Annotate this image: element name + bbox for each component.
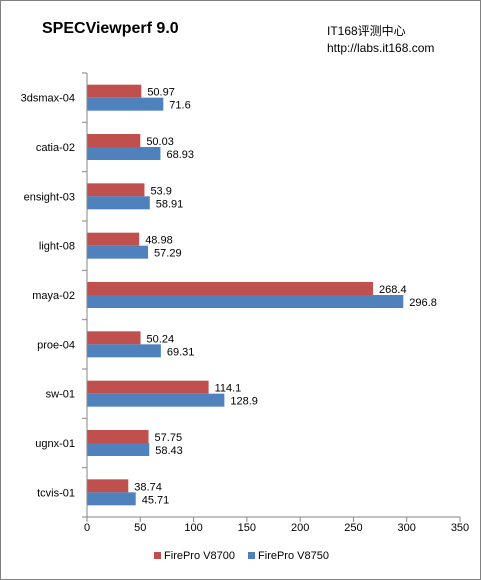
legend-label-series-1: FirePro V8700: [164, 550, 235, 562]
bar-1-proe-04: [87, 331, 141, 345]
x-tick-label-200: 200: [291, 522, 309, 534]
data-label-1-ensight-03: 53.9: [150, 185, 171, 197]
bar-1-sw-01: [87, 380, 209, 394]
legend-item-series-1: FirePro V8700: [154, 550, 235, 562]
category-label-sw-01: sw-01: [46, 389, 75, 401]
data-label-1-ugnx-01: 57.75: [155, 432, 183, 444]
data-label-1-sw-01: 114.1: [215, 383, 242, 395]
category-label-ensight-03: ensight-03: [24, 191, 75, 203]
x-tick-label-150: 150: [238, 522, 256, 534]
category-label-3dsmax-04: 3dsmax-04: [21, 93, 75, 105]
bar-2-3dsmax-04: [87, 97, 164, 111]
data-label-2-ensight-03: 58.91: [156, 198, 184, 210]
legend-swatch-series-1: [154, 552, 162, 559]
x-tick-label-300: 300: [398, 522, 416, 534]
bar-1-light-08: [87, 232, 140, 246]
bar-2-ensight-03: [87, 196, 150, 210]
category-label-light-08: light-08: [39, 241, 75, 253]
x-tick-label-50: 50: [134, 522, 146, 534]
category-label-catia-02: catia-02: [36, 142, 75, 154]
bar-2-ugnx-01: [87, 443, 150, 456]
bar-2-catia-02: [87, 147, 161, 160]
data-label-2-proe-04: 69.31: [167, 346, 195, 358]
watermark-line-2: http://labs.it168.com: [327, 41, 435, 55]
watermark-line-1: IT168评测中心: [327, 24, 406, 38]
data-label-1-3dsmax-04: 50.97: [147, 87, 175, 99]
x-tick-label-250: 250: [344, 522, 362, 534]
data-label-1-tcvis-01: 38.74: [134, 481, 162, 493]
data-label-2-ugnx-01: 58.43: [155, 445, 183, 457]
legend: FirePro V8700 FirePro V8750: [1, 550, 481, 562]
category-label-maya-02: maya-02: [32, 290, 75, 302]
data-label-2-light-08: 57.29: [154, 248, 182, 260]
bar-1-tcvis-01: [87, 479, 129, 493]
x-tick-label-350: 350: [451, 522, 469, 534]
chart-title: SPECViewperf 9.0: [42, 20, 179, 37]
data-label-1-catia-02: 50.03: [146, 136, 174, 148]
x-tick-label-100: 100: [184, 522, 202, 534]
bar-2-tcvis-01: [87, 492, 136, 506]
bar-1-ensight-03: [87, 183, 145, 197]
legend-item-series-2: FirePro V8750: [248, 550, 329, 562]
data-label-2-maya-02: 296.8: [409, 297, 437, 309]
bar-2-proe-04: [87, 344, 161, 358]
data-label-2-sw-01: 128.9: [230, 396, 258, 408]
bar-1-maya-02: [87, 282, 374, 295]
legend-swatch-series-2: [248, 552, 256, 559]
bar-2-maya-02: [87, 295, 404, 308]
data-label-2-catia-02: 68.93: [166, 149, 194, 161]
bar-1-3dsmax-04: [87, 84, 142, 98]
data-label-1-proe-04: 50.24: [147, 333, 175, 345]
bar-1-ugnx-01: [87, 430, 149, 443]
bar-1-catia-02: [87, 134, 141, 147]
data-label-2-tcvis-01: 45.71: [142, 494, 170, 506]
bar-2-light-08: [87, 245, 149, 259]
watermark: IT168评测中心 http://labs.it168.com: [327, 23, 434, 57]
bar-2-sw-01: [87, 393, 225, 407]
category-label-ugnx-01: ugnx-01: [35, 438, 75, 450]
legend-label-series-2: FirePro V8750: [258, 550, 329, 562]
x-tick-label-0: 0: [84, 522, 90, 534]
category-label-tcvis-01: tcvis-01: [37, 487, 75, 499]
data-label-1-light-08: 48.98: [145, 235, 173, 247]
category-label-proe-04: proe-04: [37, 339, 75, 351]
data-label-1-maya-02: 268.4: [379, 284, 407, 296]
data-label-2-3dsmax-04: 71.6: [169, 100, 190, 112]
